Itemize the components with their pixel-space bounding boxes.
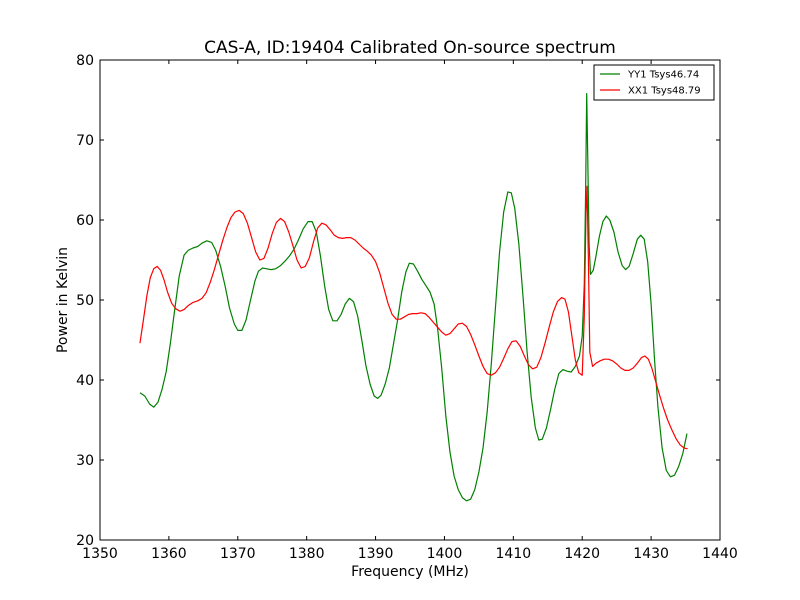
x-tick-label: 1350 bbox=[82, 546, 118, 562]
x-tick-label: 1380 bbox=[289, 546, 325, 562]
y-tick-label: 60 bbox=[76, 213, 94, 229]
y-tick-label: 80 bbox=[76, 53, 94, 69]
y-tick-label: 20 bbox=[76, 533, 94, 549]
plot-area bbox=[99, 59, 721, 541]
x-tick-label: 1430 bbox=[633, 546, 669, 562]
x-tick-label: 1400 bbox=[427, 546, 463, 562]
y-tick-label: 40 bbox=[76, 373, 94, 389]
y-axis: 20 30 40 50 60 70 80 bbox=[76, 53, 720, 549]
legend: YY1 Tsys46.74 XX1 Tsys48.79 bbox=[593, 64, 715, 101]
y-tick-label: 30 bbox=[76, 453, 94, 469]
x-tick-label: 1370 bbox=[220, 546, 256, 562]
y-tick-label: 50 bbox=[76, 293, 94, 309]
x-tick-label: 1390 bbox=[358, 546, 394, 562]
x-tick-label: 1360 bbox=[151, 546, 187, 562]
legend-label-yy1: YY1 Tsys46.74 bbox=[627, 70, 699, 81]
series-layer bbox=[139, 92, 688, 502]
x-axis-label: Frequency (MHz) bbox=[351, 564, 469, 580]
series-line-xx1 bbox=[139, 185, 688, 450]
y-tick-label: 70 bbox=[76, 133, 94, 149]
x-tick-label: 1440 bbox=[702, 546, 738, 562]
x-tick-label: 1420 bbox=[564, 546, 600, 562]
y-axis-label: Power in Kelvin bbox=[55, 247, 71, 353]
series-line-yy1 bbox=[139, 92, 688, 502]
legend-label-xx1: XX1 Tsys48.79 bbox=[628, 86, 701, 97]
x-tick-label: 1410 bbox=[496, 546, 532, 562]
x-axis: 1350 1360 1370 1380 1390 1400 1410 1420 1430 1440 bbox=[82, 60, 738, 562]
legend-box bbox=[593, 64, 715, 101]
chart-title: CAS-A, ID:19404 Calibrated On-source spe… bbox=[204, 38, 616, 58]
